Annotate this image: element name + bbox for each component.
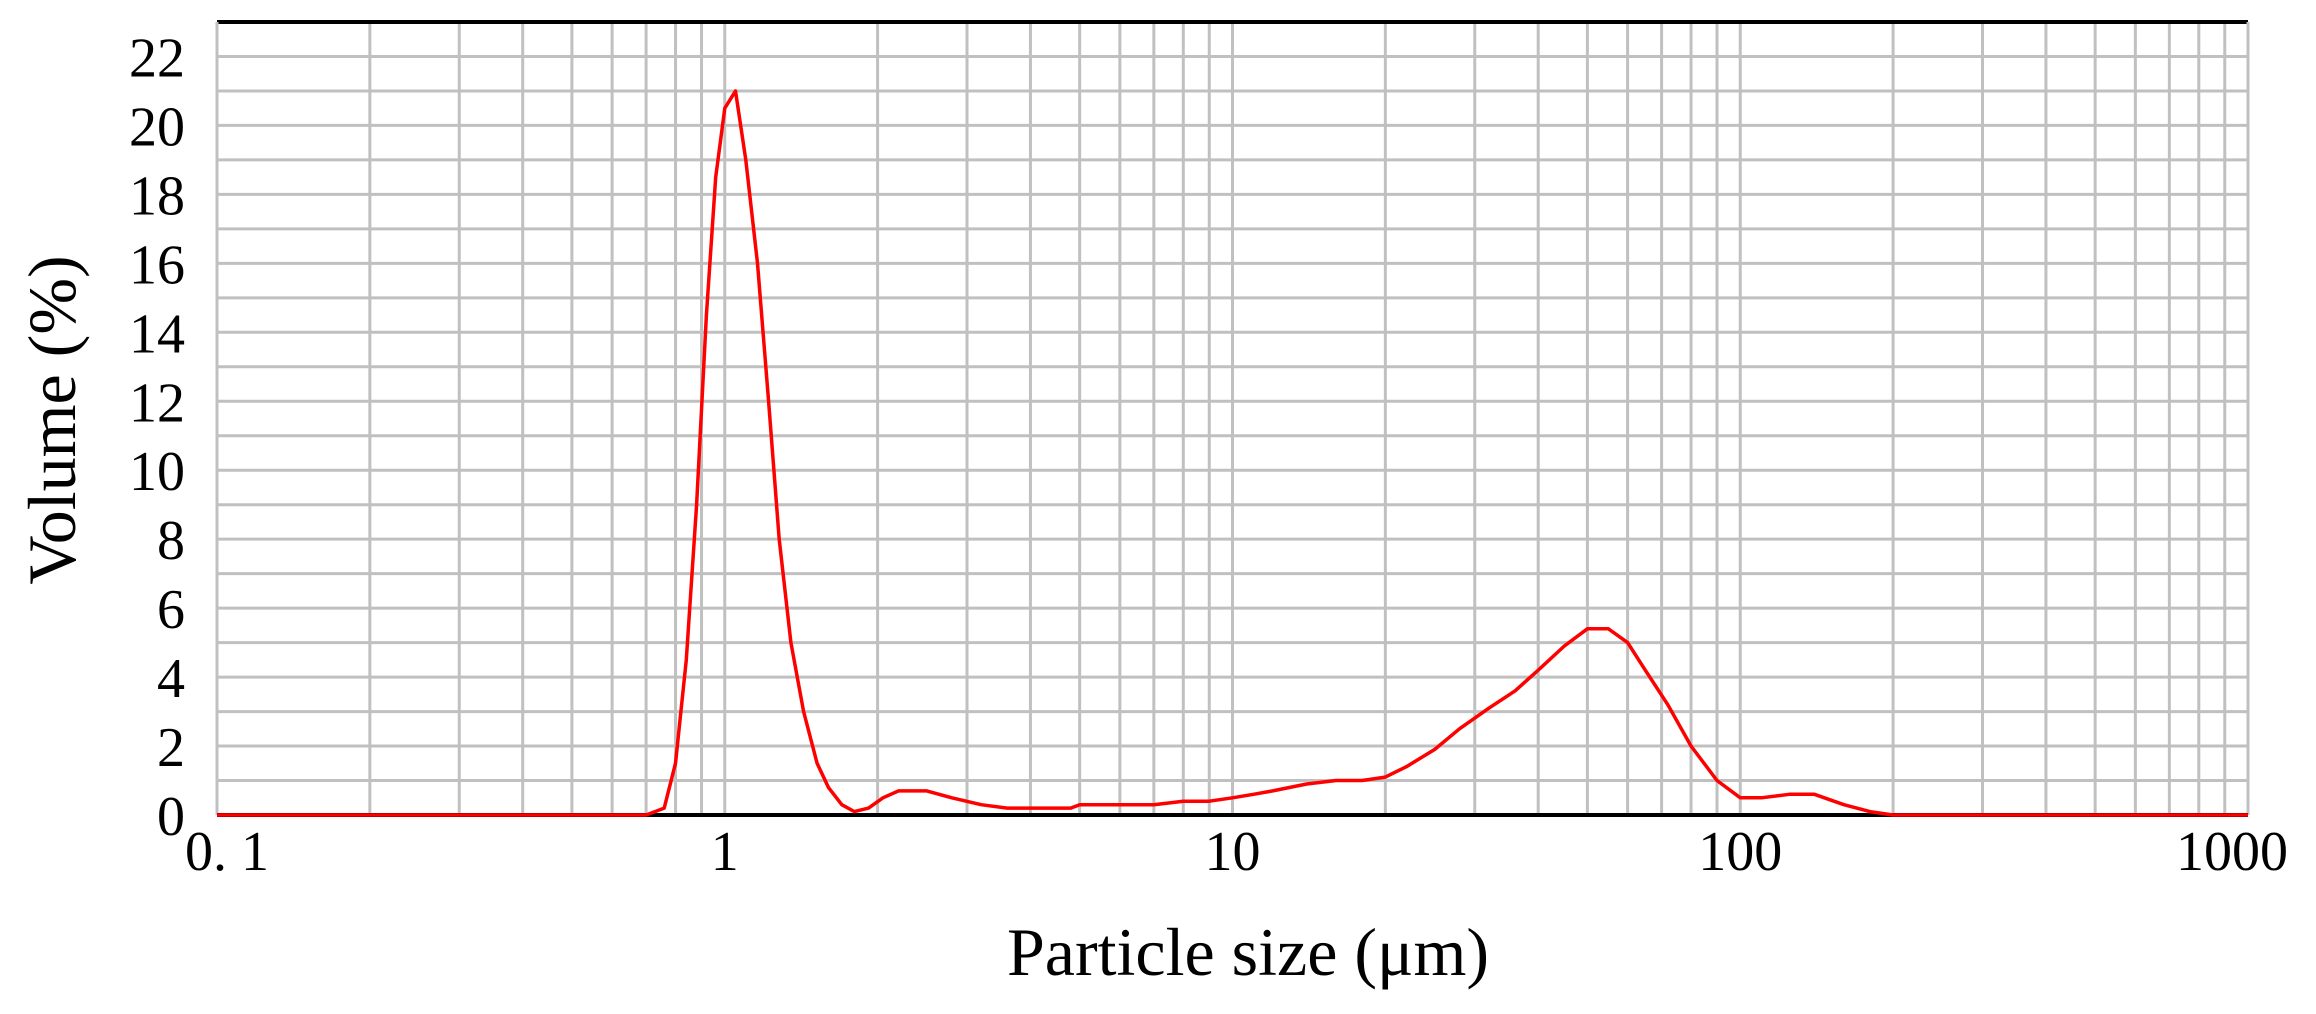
y-tick-label: 14 [129,303,185,365]
y-tick-label: 8 [157,510,185,572]
y-tick-label: 16 [129,234,185,296]
x-tick-label: 1 [711,821,739,883]
y-tick-labels: 0 2 4 6 8 10 12 14 16 18 20 22 [129,27,185,848]
y-tick-label: 20 [129,96,185,158]
y-tick-label: 2 [157,717,185,779]
x-tick-labels: 0. 1 1 10 100 1000 [185,821,2288,883]
x-axis-title: Particle size (μm) [1007,914,1489,990]
y-tick-label: 22 [129,27,185,89]
x-tick-label: 1000 [2176,821,2288,883]
volume-distribution-line [217,89,2248,817]
x-tick-label: 0. 1 [185,821,269,883]
y-tick-label: 6 [157,579,185,641]
x-tick-label: 10 [1205,821,1261,883]
major-gridlines [215,20,2250,815]
y-tick-label: 4 [157,648,185,710]
y-tick-label: 18 [129,165,185,227]
y-tick-label: 0 [157,786,185,848]
y-tick-label: 10 [129,441,185,503]
x-tick-label: 100 [1698,821,1782,883]
series-layer [217,89,2248,817]
y-axis-title: Volume (%) [14,255,90,584]
y-tick-label: 12 [129,372,185,434]
minor-gridlines [368,22,2227,815]
